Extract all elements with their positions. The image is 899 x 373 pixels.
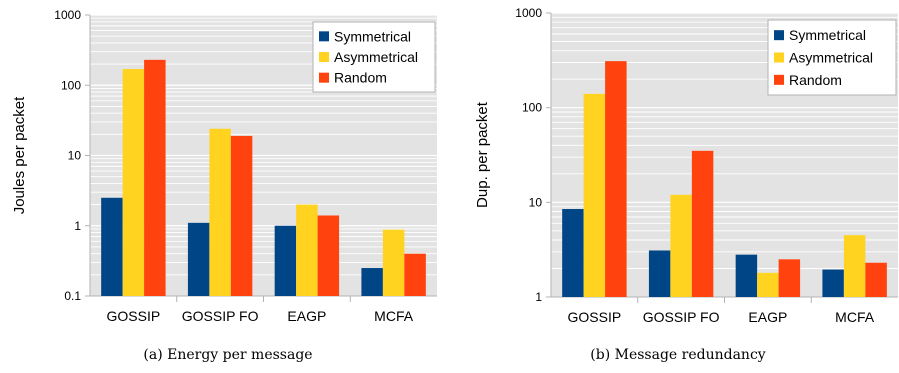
legend: Symmetrical Asymmetrical Random <box>767 19 897 96</box>
x-tick-label: EAGP <box>287 308 326 324</box>
legend-swatch-random <box>774 74 784 85</box>
bar-symmetrical-mcfa <box>822 269 844 297</box>
bar-random-gossip-fo <box>691 150 714 297</box>
bar-asymmetrical-eagp <box>757 272 779 297</box>
bar-random-gossip-fo <box>230 135 253 296</box>
x-tick-label: MCFA <box>374 308 414 324</box>
legend: Symmetrical Asymmetrical Random <box>312 21 436 93</box>
legend-label-symmetrical: Symmetrical <box>334 28 411 44</box>
legend-label-random: Random <box>334 70 387 86</box>
caption-a: (a) Energy per message <box>143 347 312 363</box>
x-tick-label: GOSSIP FO <box>182 308 259 324</box>
y-tick-label: 100 <box>61 78 81 92</box>
legend-swatch-asymmetrical <box>774 52 784 63</box>
y-tick-label: 100 <box>522 101 542 115</box>
bar-random-eagp <box>317 215 340 296</box>
legend-swatch-symmetrical <box>774 30 784 41</box>
legend-label-random: Random <box>789 72 842 88</box>
y-axis-label: Dup. per packet <box>474 101 491 208</box>
bar-asymmetrical-gossip-fo <box>209 128 231 296</box>
bar-symmetrical-gossip-fo <box>648 250 671 297</box>
bar-symmetrical-eagp <box>274 225 297 296</box>
chart-redundancy: 1 10 100 1000 GOSSIP GOSSIP FO EAGP MCFA Dup. pe… <box>474 6 898 325</box>
x-tick-label: EAGP <box>748 309 787 325</box>
bar-asymmetrical-gossip-fo <box>670 194 692 297</box>
bar-random-gossip <box>605 61 627 297</box>
y-tick-label: 1000 <box>515 6 542 20</box>
bar-random-eagp <box>778 259 801 297</box>
y-tick-label: 10 <box>529 195 543 209</box>
bar-symmetrical-mcfa <box>361 268 383 296</box>
bar-symmetrical-eagp <box>735 254 758 297</box>
bar-symmetrical-gossip <box>562 209 584 297</box>
x-tick-label: GOSSIP FO <box>643 309 720 325</box>
y-tick-label: 1 <box>74 219 81 233</box>
bar-random-mcfa <box>404 253 426 296</box>
legend-swatch-random <box>319 72 329 83</box>
legend-box <box>312 21 436 93</box>
bar-random-mcfa <box>865 262 887 297</box>
bar-symmetrical-gossip <box>101 197 123 296</box>
legend-label-asymmetrical: Asymmetrical <box>334 49 418 65</box>
bar-asymmetrical-gossip <box>583 93 606 297</box>
bar-asymmetrical-eagp <box>296 204 318 296</box>
chart-energy: 0.1 1 10 100 1000 GOSSIP GOSSIP FO EAGP MCFA Joul… <box>11 8 437 324</box>
y-tick-label: 10 <box>68 149 82 163</box>
y-tick-label: 1 <box>535 290 542 304</box>
bar-asymmetrical-gossip <box>122 69 145 296</box>
x-tick-label: GOSSIP <box>107 308 161 324</box>
bar-symmetrical-gossip-fo <box>187 222 210 296</box>
bar-random-gossip <box>144 59 166 296</box>
legend-swatch-symmetrical <box>319 31 329 42</box>
legend-label-symmetrical: Symmetrical <box>789 27 866 43</box>
bar-asymmetrical-mcfa <box>382 229 405 296</box>
bar-asymmetrical-mcfa <box>843 235 866 297</box>
legend-label-asymmetrical: Asymmetrical <box>789 50 873 66</box>
y-axis-label: Joules per packet <box>11 96 28 214</box>
x-tick-label: MCFA <box>835 309 875 325</box>
legend-swatch-asymmetrical <box>319 52 329 62</box>
caption-b: (b) Message redundancy <box>590 347 766 363</box>
y-tick-label: 0.1 <box>64 289 81 303</box>
legend-box <box>767 19 897 96</box>
x-tick-label: GOSSIP <box>568 309 622 325</box>
y-tick-label: 1000 <box>54 8 81 22</box>
